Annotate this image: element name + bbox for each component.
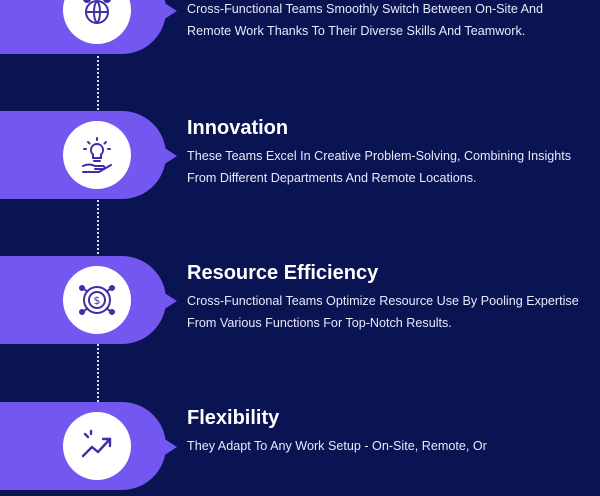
tab-pointer xyxy=(163,147,177,165)
tab-pointer xyxy=(163,292,177,310)
svg-text:$: $ xyxy=(94,294,101,307)
growth-arrow-icon xyxy=(81,429,112,458)
timeline-dotted-line xyxy=(97,52,99,450)
benefit-title: Flexibility xyxy=(187,407,280,429)
benefit-item-flexibility: Flexibility They Adapt To Any Work Setup… xyxy=(0,402,600,496)
benefit-description: They Adapt To Any Work Setup - On-Site, … xyxy=(187,439,487,453)
icon-disc xyxy=(63,412,131,480)
tab-pointer xyxy=(163,2,177,20)
benefit-description: Cross-Functional Teams Optimize Resource… xyxy=(187,294,579,330)
benefit-title: Resource Efficiency xyxy=(187,262,379,284)
benefit-item-teamwork: Cross-Functional Teams Smoothly Switch B… xyxy=(0,0,600,60)
teamwork-globe-icon xyxy=(83,0,111,24)
tab-pointer xyxy=(163,438,177,456)
benefit-description: These Teams Excel In Creative Problem-So… xyxy=(187,149,572,185)
dollar-coin-icon: $ xyxy=(79,285,115,315)
benefit-title: Innovation xyxy=(187,117,289,139)
benefit-item-innovation: Innovation These Teams Excel In Creative… xyxy=(0,111,600,205)
icon-disc: $ xyxy=(63,266,131,334)
benefit-description: Cross-Functional Teams Smoothly Switch B… xyxy=(187,2,544,38)
benefit-item-resource-efficiency: $ Resource Efficiency Cross-Functional T… xyxy=(0,256,600,350)
lightbulb-hand-icon xyxy=(82,137,112,173)
icon-disc xyxy=(63,121,131,189)
